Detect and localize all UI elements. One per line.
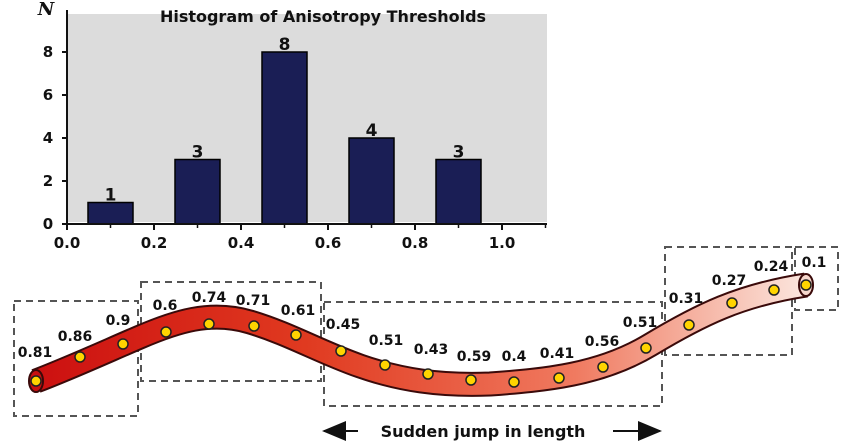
segment-value-5: 0.74 xyxy=(192,290,227,306)
segment-dot-6 xyxy=(248,320,260,332)
segment-dot-7 xyxy=(290,329,302,341)
segment-value-4: 0.6 xyxy=(153,298,178,314)
bar-2 xyxy=(174,158,221,225)
caption-text: Sudden jump in length xyxy=(381,422,586,441)
segment-dot-9 xyxy=(379,359,391,371)
bar-label-3: 8 xyxy=(279,35,291,55)
segment-dots xyxy=(30,279,812,388)
segment-value-16: 0.31 xyxy=(669,291,704,307)
chart-title: Histogram of Anisotropy Thresholds xyxy=(160,7,486,26)
y-tick-label: 8 xyxy=(43,43,53,61)
bars xyxy=(87,51,482,225)
y-tick-label: 4 xyxy=(43,129,53,147)
y-ticks: 0 2 4 6 8 xyxy=(43,43,67,233)
bar-label-5: 3 xyxy=(453,143,465,163)
segment-dot-19 xyxy=(800,279,812,291)
segment-dot-2 xyxy=(74,351,86,363)
filament-diagram: 0.81 0.86 0.9 0.6 0.74 0.71 0.61 0.45 0.51 0.43 0.… xyxy=(13,246,839,441)
segment-value-6: 0.71 xyxy=(236,293,271,309)
segment-box-4 xyxy=(664,246,793,356)
bar-1 xyxy=(87,201,134,225)
x-tick-label: 1.0 xyxy=(489,234,516,252)
segment-dot-14 xyxy=(597,361,609,373)
filament-tube xyxy=(32,274,808,395)
segment-value-14: 0.56 xyxy=(585,334,620,350)
segment-dot-12 xyxy=(508,376,520,388)
segment-value-17: 0.27 xyxy=(712,273,747,289)
segment-dot-10 xyxy=(422,368,434,380)
y-tick-label: 2 xyxy=(43,172,53,190)
bar-labels: 1 3 8 4 3 xyxy=(105,35,465,206)
segment-box-1 xyxy=(13,300,139,417)
segment-dot-11 xyxy=(465,374,477,386)
segment-value-10: 0.43 xyxy=(414,342,449,358)
segment-value-11: 0.59 xyxy=(457,349,492,365)
segment-value-8: 0.45 xyxy=(326,317,361,333)
segment-values: 0.81 0.86 0.9 0.6 0.74 0.71 0.61 0.45 0.51 0.43 0.… xyxy=(18,255,827,365)
segment-dot-15 xyxy=(640,342,652,354)
bar-5 xyxy=(435,158,482,225)
segment-value-9: 0.51 xyxy=(369,333,404,349)
x-tick-label: 0.6 xyxy=(315,234,342,252)
segment-dot-18 xyxy=(768,284,780,296)
bar-label-4: 4 xyxy=(366,121,378,141)
segment-value-12: 0.4 xyxy=(502,349,527,365)
segment-value-18: 0.24 xyxy=(754,259,789,275)
segment-dot-1 xyxy=(30,375,42,387)
segment-value-13: 0.41 xyxy=(540,346,575,362)
segment-value-3: 0.9 xyxy=(106,313,131,329)
segment-dot-3 xyxy=(117,338,129,350)
segment-value-19: 0.1 xyxy=(802,255,827,271)
bar-label-2: 3 xyxy=(192,143,204,163)
x-ticks: 0.0 0.2 0.4 0.6 0.8 1.0 xyxy=(54,224,547,252)
segment-value-1: 0.81 xyxy=(18,345,53,361)
x-tick-label: 0.4 xyxy=(228,234,255,252)
segment-value-15: 0.51 xyxy=(623,315,658,331)
segment-dot-5 xyxy=(203,318,215,330)
segment-value-2: 0.86 xyxy=(58,329,93,345)
y-axis-label: N xyxy=(37,0,56,20)
axes xyxy=(64,10,547,225)
x-tick-label: 0.0 xyxy=(54,234,81,252)
bar-3 xyxy=(261,51,308,225)
y-tick-label: 0 xyxy=(43,215,53,233)
segment-dot-4 xyxy=(160,326,172,338)
segment-dot-13 xyxy=(553,372,565,384)
y-tick-label: 6 xyxy=(43,86,53,104)
segment-dot-16 xyxy=(683,319,695,331)
bar-4 xyxy=(348,137,395,225)
segment-value-7: 0.61 xyxy=(281,303,316,319)
histogram: Histogram of Anisotropy Thresholds N 1 3 8… xyxy=(37,0,547,252)
segment-dot-8 xyxy=(335,345,347,357)
x-tick-label: 0.2 xyxy=(141,234,168,252)
x-tick-label: 0.8 xyxy=(402,234,429,252)
bar-label-1: 1 xyxy=(105,186,117,206)
segment-dot-17 xyxy=(726,297,738,309)
